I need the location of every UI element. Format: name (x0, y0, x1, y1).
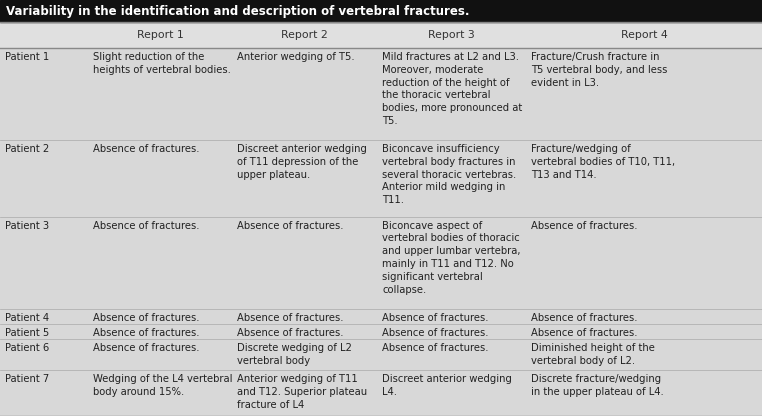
Text: Report 4: Report 4 (620, 30, 668, 40)
Text: Fracture/Crush fracture in
T5 vertebral body, and less
evident in L3.: Fracture/Crush fracture in T5 vertebral … (531, 52, 668, 88)
Text: Wedging of the L4 vertebral
body around 15%.: Wedging of the L4 vertebral body around … (93, 374, 232, 397)
Text: Report 3: Report 3 (428, 30, 475, 40)
Text: Patient 7: Patient 7 (5, 374, 50, 384)
Text: Patient 1: Patient 1 (5, 52, 50, 62)
Text: Biconcave aspect of
vertebral bodies of thoracic
and upper lumbar vertebra,
main: Biconcave aspect of vertebral bodies of … (383, 220, 520, 295)
Text: Anterior wedging of T5.: Anterior wedging of T5. (238, 52, 355, 62)
Text: Discrete wedging of L2
vertebral body: Discrete wedging of L2 vertebral body (238, 343, 352, 366)
Bar (0, 309, 762, 324)
Text: Absence of fractures.: Absence of fractures. (93, 328, 199, 338)
Text: Anterior wedging of T11
and T12. Superior plateau
fracture of L4: Anterior wedging of T11 and T12. Superio… (238, 374, 367, 410)
Text: Fracture/wedging of
vertebral bodies of T10, T11,
T13 and T14.: Fracture/wedging of vertebral bodies of … (531, 144, 675, 180)
Text: Patient 6: Patient 6 (5, 343, 50, 353)
Bar (0, 140, 762, 217)
Bar (0, 339, 762, 370)
Text: Patient 2: Patient 2 (5, 144, 50, 154)
Text: Absence of fractures.: Absence of fractures. (531, 313, 637, 323)
Bar (0, 48, 762, 140)
Text: Diminished height of the
vertebral body of L2.: Diminished height of the vertebral body … (531, 343, 655, 366)
Text: Absence of fractures.: Absence of fractures. (531, 220, 637, 230)
Text: Patient 4: Patient 4 (5, 313, 49, 323)
Text: Mild fractures at L2 and L3.
Moreover, moderate
reduction of the height of
the t: Mild fractures at L2 and L3. Moreover, m… (383, 52, 523, 126)
Text: Variability in the identification and description of vertebral fractures.: Variability in the identification and de… (6, 5, 469, 17)
Text: Absence of fractures.: Absence of fractures. (93, 313, 199, 323)
Text: Absence of fractures.: Absence of fractures. (238, 313, 344, 323)
Text: Report 2: Report 2 (281, 30, 328, 40)
Text: Absence of fractures.: Absence of fractures. (238, 220, 344, 230)
Text: Report 1: Report 1 (136, 30, 184, 40)
Text: Biconcave insufficiency
vertebral body fractures in
several thoracic vertebras.
: Biconcave insufficiency vertebral body f… (383, 144, 517, 205)
Text: Absence of fractures.: Absence of fractures. (383, 328, 488, 338)
Bar (0, 324, 762, 339)
Text: Discreet anterior wedging
of T11 depression of the
upper plateau.: Discreet anterior wedging of T11 depress… (238, 144, 367, 180)
Text: Patient 3: Patient 3 (5, 220, 49, 230)
Text: Absence of fractures.: Absence of fractures. (383, 343, 488, 353)
Text: Absence of fractures.: Absence of fractures. (238, 328, 344, 338)
Text: Absence of fractures.: Absence of fractures. (93, 343, 199, 353)
Bar (0, 217, 762, 309)
Bar (0, 370, 762, 416)
Bar (0, 0, 762, 22)
Text: Patient 5: Patient 5 (5, 328, 50, 338)
Text: Slight reduction of the
heights of vertebral bodies.: Slight reduction of the heights of verte… (93, 52, 230, 75)
Text: Discreet anterior wedging
L4.: Discreet anterior wedging L4. (383, 374, 512, 397)
Bar (0, 22, 762, 48)
Text: Absence of fractures.: Absence of fractures. (531, 328, 637, 338)
Text: Discrete fracture/wedging
in the upper plateau of L4.: Discrete fracture/wedging in the upper p… (531, 374, 664, 397)
Text: Absence of fractures.: Absence of fractures. (93, 220, 199, 230)
Text: Absence of fractures.: Absence of fractures. (383, 313, 488, 323)
Text: Absence of fractures.: Absence of fractures. (93, 144, 199, 154)
